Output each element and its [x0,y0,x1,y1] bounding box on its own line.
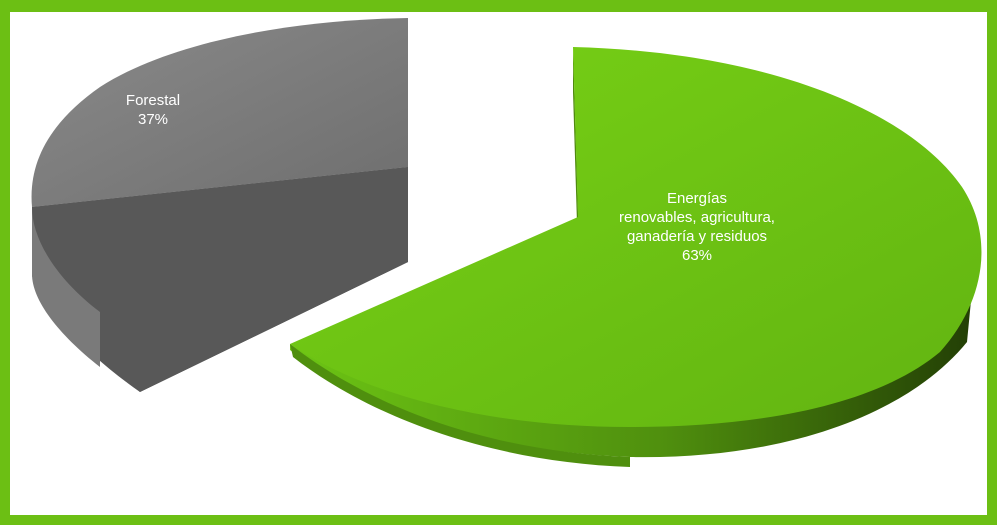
slice-energias-side [290,280,973,458]
slice-label-line: renovables, agricultura, [619,209,775,226]
slice-label-line: Energías [667,190,727,207]
label-forestal: Forestal 37% [126,92,180,128]
slice-forestal-front [32,167,408,392]
slice-value-label: 63% [682,247,712,264]
slice-label-line: Forestal [126,92,180,109]
label-energias: Energías renovables, agricultura, ganaderí… [619,190,775,264]
slice-forestal-rim [32,207,100,367]
pie-chart: Forestal 37% Energías renovables, agricult… [31,18,982,467]
slice-forestal-top [31,18,408,207]
slice-label-line: ganadería y residuos [627,228,767,245]
chart-frame: Forestal 37% Energías renovables, agricult… [10,12,987,515]
slice-energias [290,47,982,467]
slice-energias-cut [573,47,578,257]
slice-energias-top [290,47,982,427]
slice-value-label: 37% [138,111,168,128]
slice-forestal [31,18,408,392]
